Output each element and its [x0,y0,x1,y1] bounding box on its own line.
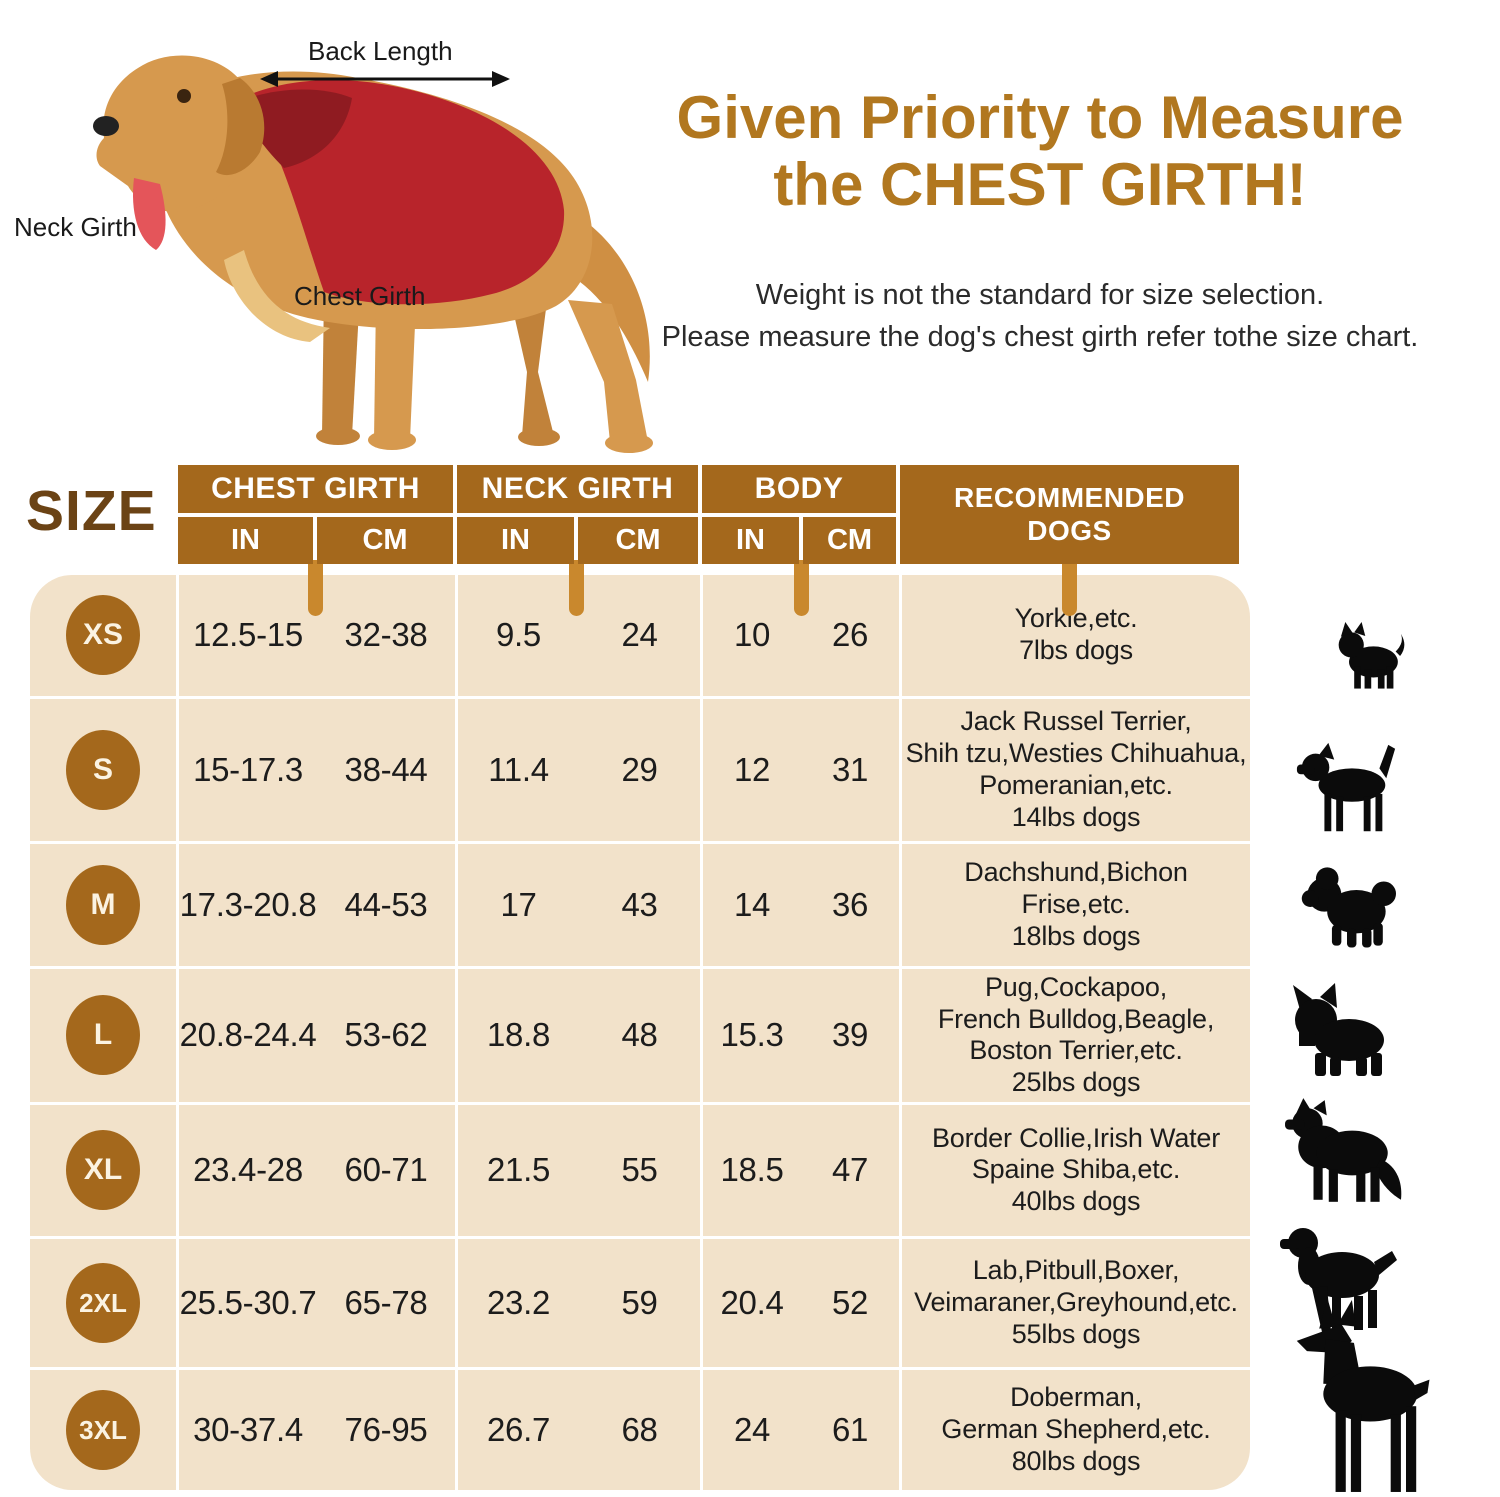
body-pointer [794,560,809,616]
page-title-line1: Given Priority to Measure [676,84,1404,151]
header-body: BODY [702,465,896,513]
yorkie-silhouette-icon [1338,621,1405,689]
header-chest-in: IN [178,517,313,564]
page-title: Given Priority to Measure the CHEST GIRT… [600,84,1480,218]
header-recommended-dogs: RECOMMENDED DOGS [900,465,1239,564]
table-row-2xl-size: 2XL [30,1238,176,1368]
golden-retriever-illustration [93,55,653,453]
chest-girth-values: 17.3-20.8 44-53 [179,843,455,967]
neck-girth-values: 21.5 55 [458,1104,700,1236]
neck-girth-label: Neck Girth [14,212,137,242]
body-values: 14 36 [703,843,899,967]
table-row-xl-size: XL [30,1104,176,1236]
header-body-cm: CM [803,517,896,564]
header-neck-in: IN [457,517,574,564]
back-length-arrow-icon [260,68,510,90]
neck-girth-values: 11.4 29 [458,698,700,841]
body-values: 24 61 [703,1370,899,1490]
neck-girth-values: 17 43 [458,843,700,967]
table-row-l-size: L [30,969,176,1102]
size-badge: XS [66,595,140,676]
body-values: 15.3 39 [703,969,899,1102]
chest-girth-values: 25.5-30.7 65-78 [179,1238,455,1368]
header-neck-girth: NECK GIRTH [457,465,698,513]
table-row-xs-size: XS [30,575,176,696]
doberman-silhouette-icon [1296,1298,1430,1492]
french-bulldog-silhouette-icon [1293,983,1384,1076]
size-column-title: SIZE [26,479,157,543]
chest-girth-label: Chest Girth [294,281,426,311]
table-row-m-size: M [30,843,176,967]
jack-russell-terrier-silhouette-icon [1296,742,1396,832]
size-note: Weight is not the standard for size sele… [661,279,1419,354]
header-chest-cm: CM [317,517,453,564]
recommended-dogs: Lab,Pitbull,Boxer, Veimaraner,Greyhound,… [902,1238,1250,1368]
neck-girth-values: 23.2 59 [458,1238,700,1368]
recommended-dogs: Doberman, German Shepherd,etc. 80lbs dog… [902,1370,1250,1490]
table-row-s-size: S [30,698,176,841]
neck-girth-values: 18.8 48 [458,969,700,1102]
chest-girth-pointer [308,560,323,616]
header-chest-girth: CHEST GIRTH [178,465,453,513]
recommended-dogs: Jack Russel Terrier, Shih tzu,Westies Ch… [902,698,1250,841]
size-badge: L [66,995,140,1076]
header-body-in: IN [702,517,799,564]
table-header: CHEST GIRTH NECK GIRTH BODY RECOMMENDED … [178,465,1239,564]
page-title-line2: the CHEST GIRTH! [773,151,1307,219]
size-badge: 2XL [66,1263,140,1344]
spaniel-silhouette-icon [1280,1228,1397,1332]
recommended-dogs: Yorkie,etc. 7lbs dogs [902,575,1250,696]
recommended-dogs: Border Collie,Irish Water Spaine Shiba,e… [902,1104,1250,1236]
body-values: 20.4 52 [703,1238,899,1368]
recommended-dogs: Dachshund,Bichon Frise,etc. 18lbs dogs [902,843,1250,967]
neck-girth-values: 26.7 68 [458,1370,700,1490]
bichon-frise-silhouette-icon [1301,867,1396,948]
chest-girth-values: 15-17.3 38-44 [179,698,455,841]
body-values: 18.5 47 [703,1104,899,1236]
header-neck-cm: CM [578,517,698,564]
size-table: XS 12.5-15 32-38 9.5 24 10 26 Yorkie,etc. 7… [30,575,1250,1490]
dog-measurement-diagram: Back Length Neck Girth Chest Girth [8,0,668,462]
body-values: 12 31 [703,698,899,841]
table-row-3xl-size: 3XL [30,1370,176,1490]
chest-girth-values: 30-37.4 76-95 [179,1370,455,1490]
size-badge: M [66,864,140,945]
chest-girth-values: 23.4-28 60-71 [179,1104,455,1236]
recommended-pointer [1062,560,1077,616]
chest-girth-values: 20.8-24.4 53-62 [179,969,455,1102]
border-collie-silhouette-icon [1285,1098,1402,1202]
size-badge: 3XL [66,1390,140,1471]
size-badge: S [66,729,140,810]
back-length-label: Back Length [308,36,453,66]
neck-girth-pointer [569,560,584,616]
size-badge: XL [66,1130,140,1211]
recommended-dogs: Pug,Cockapoo, French Bulldog,Beagle, Bos… [902,969,1250,1102]
